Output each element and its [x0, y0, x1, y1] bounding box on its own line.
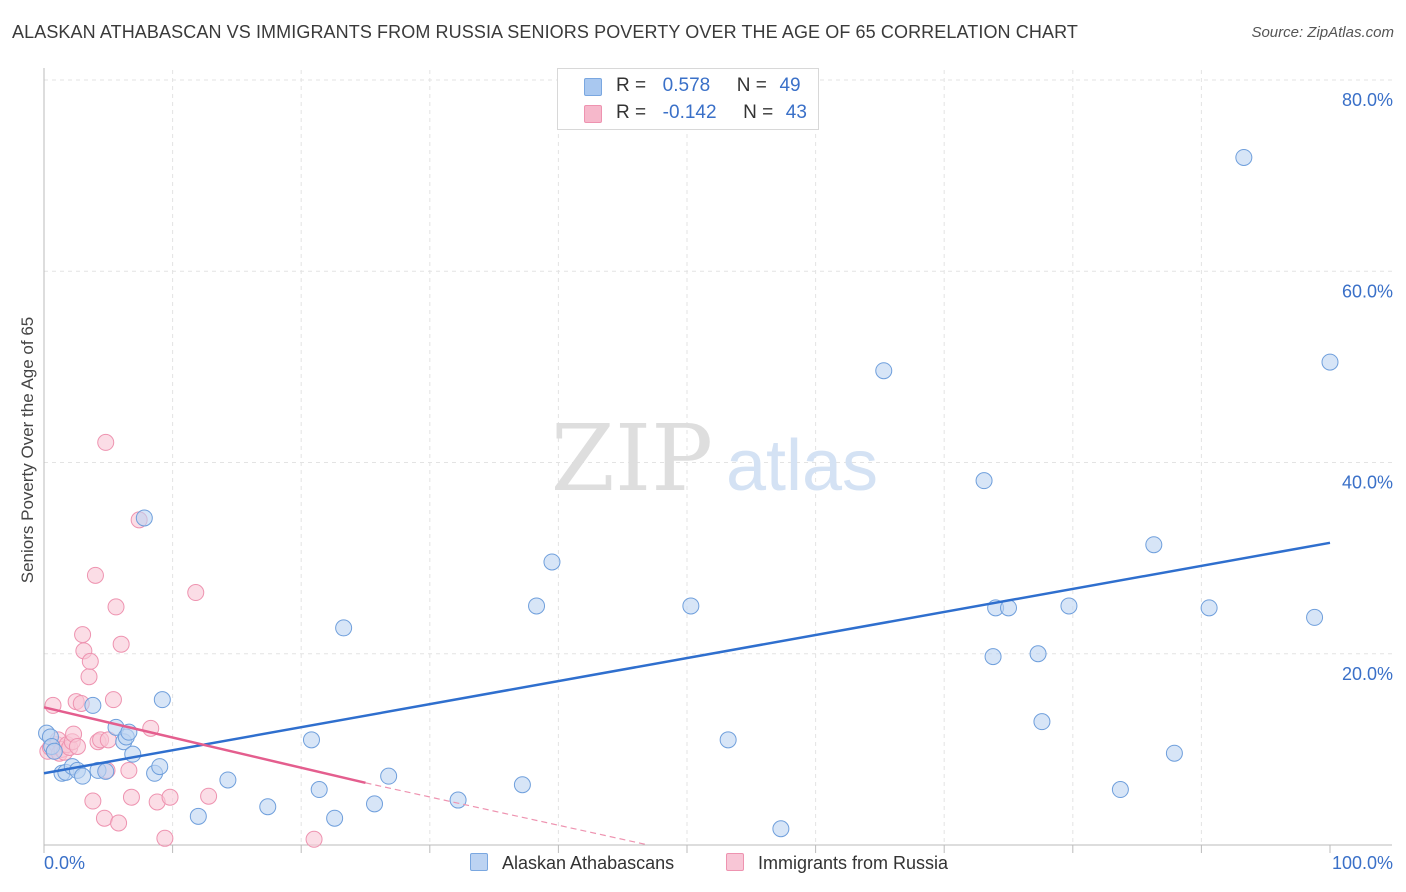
y-tick-label: 40.0% [1342, 473, 1393, 493]
x-tick-label-max: 100.0% [1332, 853, 1393, 873]
athabascan-point [1235, 148, 1253, 166]
athabascan-point [97, 762, 115, 780]
immigrants-from-russia-points [39, 433, 323, 848]
bottom-legend-label: Alaskan Athabascans [502, 853, 675, 873]
athabascan-point [1060, 597, 1078, 615]
r-value: -0.142 [662, 102, 717, 123]
athabascan-point [984, 648, 1002, 666]
athabascan-point [772, 820, 790, 838]
russia-point [86, 566, 104, 584]
russia-point [104, 691, 122, 709]
trend-lines [43, 541, 1331, 846]
russia-point [122, 788, 140, 806]
athabascan-point [1029, 645, 1047, 663]
athabascan-point [153, 691, 171, 709]
athabascan-point [528, 597, 546, 615]
athabascan-point [326, 809, 344, 827]
athabascan-point [366, 795, 384, 813]
bottom-legend-swatch-blue [470, 853, 488, 871]
legend-text: R = -0.142 N = 43 [616, 102, 807, 124]
russia-point [68, 738, 86, 756]
athabascan-point [151, 758, 169, 776]
legend-swatch-blue [584, 78, 602, 96]
russia-point [95, 809, 113, 827]
russia-point [156, 829, 174, 847]
athabascan-point [124, 745, 142, 763]
athabascan-point [1145, 536, 1163, 554]
athabascan-point [1321, 353, 1339, 371]
bottom-legend-label: Immigrants from Russia [758, 853, 949, 873]
y-tick-label: 20.0% [1342, 664, 1393, 684]
russia-point [97, 433, 115, 451]
athabascan-point [84, 696, 102, 714]
athabascan-point [1111, 781, 1129, 799]
y-axis-label-wrap: Seniors Poverty Over the Age of 65 [16, 300, 40, 600]
r-value: 0.578 [662, 75, 711, 96]
athabascan-point [1165, 744, 1183, 762]
athabascan-point [189, 807, 207, 825]
athabascan-point [219, 771, 237, 789]
n-value: 43 [785, 102, 807, 123]
russia-point [81, 652, 99, 670]
chart-title: ALASKAN ATHABASCAN VS IMMIGRANTS FROM RU… [12, 22, 1078, 42]
russia-point [110, 814, 128, 832]
russia-point [84, 792, 102, 810]
russia-point [112, 635, 130, 653]
athabascan-point [1033, 713, 1051, 731]
watermark-atlas: atlas [726, 426, 878, 506]
source-credit: Source: ZipAtlas.com [1251, 24, 1394, 41]
russia-point [200, 787, 218, 805]
athabascan-point [513, 776, 531, 794]
russia-point [74, 626, 92, 644]
legend-swatch-pink [584, 105, 602, 123]
axes [43, 68, 1392, 853]
y-tick-label: 80.0% [1342, 90, 1393, 110]
athabascan-point [1306, 608, 1324, 626]
athabascan-point [543, 553, 561, 571]
alaskan-athabascans-points [38, 148, 1339, 838]
athabascan-point [449, 791, 467, 809]
athabascan-point [310, 781, 328, 799]
n-label: N = [743, 102, 774, 123]
r-label: R = [616, 75, 647, 96]
russia-point [80, 668, 98, 686]
athabascan-point [719, 731, 737, 749]
russia-point [187, 584, 205, 602]
tick-labels: 20.0% 40.0% 60.0% 80.0% 0.0% 100.0% [44, 90, 1393, 873]
y-tick-label: 60.0% [1342, 281, 1393, 301]
bottom-legend-swatch-pink [726, 853, 744, 871]
athabascan-point [302, 731, 320, 749]
athabascan-point [335, 619, 353, 637]
russia-point [161, 788, 179, 806]
gridlines [44, 70, 1392, 845]
athabascan-point [875, 362, 893, 380]
watermark: ZIP atlas [551, 405, 878, 512]
athabascan-point [975, 472, 993, 490]
athabascan-point [380, 767, 398, 785]
x-tick-label-min: 0.0% [44, 853, 85, 873]
athabascan-point [682, 597, 700, 615]
athabascan-point [135, 509, 153, 527]
correlation-legend: R = 0.578 N = 49 R = -0.142 N = 43 [557, 68, 819, 130]
watermark-zip: ZIP [551, 405, 713, 512]
athabascan-point [45, 742, 63, 760]
russia-point [107, 598, 125, 616]
athabascan-point [74, 767, 92, 785]
n-label: N = [736, 75, 767, 96]
russia-trend-line [43, 706, 366, 785]
athabascan-point [259, 798, 277, 816]
r-label: R = [616, 102, 647, 123]
russia-point [305, 830, 323, 848]
n-value: 49 [779, 75, 801, 96]
athabascan-trend-line [43, 541, 1331, 775]
russia-point [120, 761, 138, 779]
y-axis-label: Seniors Poverty Over the Age of 65 [18, 316, 37, 584]
legend-text: R = 0.578 N = 49 [616, 75, 801, 97]
athabascan-point [1200, 599, 1218, 617]
russia-trend-extension [365, 782, 649, 846]
